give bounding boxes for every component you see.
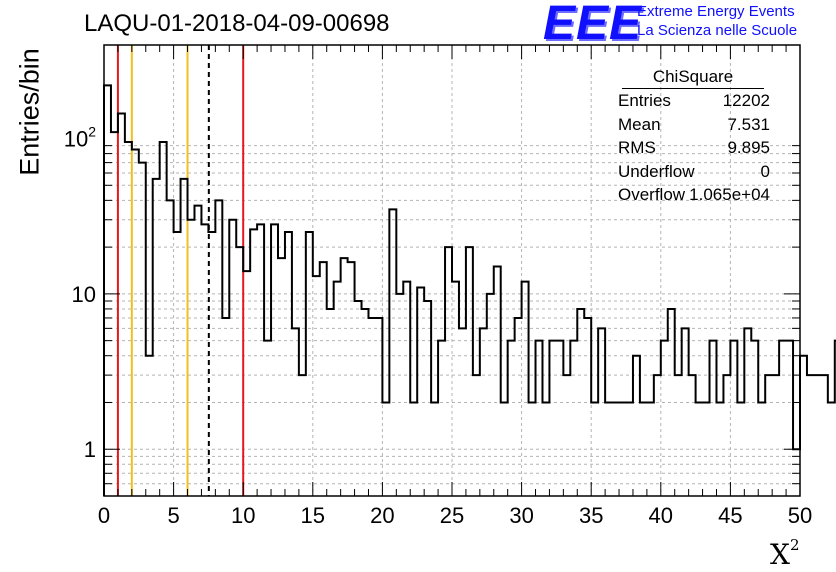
stats-label: RMS [618, 138, 656, 157]
x-axis-label-text: X [770, 538, 790, 571]
x-axis-label: X2 [770, 536, 799, 571]
x-tick-label: 10 [231, 503, 255, 528]
x-tick-label: 15 [301, 503, 325, 528]
stats-value: 7.531 [727, 114, 770, 134]
stats-value: 9.895 [727, 138, 770, 157]
stats-title: ChiSquare [652, 67, 734, 86]
y-tick-label: 102 [64, 124, 96, 152]
x-tick-label: 20 [370, 503, 394, 528]
stats-value: 12202 [722, 91, 770, 110]
reference-lines [116, 45, 245, 496]
histogram-line [103, 84, 836, 496]
x-tick-label: 25 [440, 503, 464, 528]
stats-label: Underflow [618, 161, 695, 181]
stats-box: ChiSquare Entries 12202 Mean 7.531 RMS 9.89… [614, 66, 772, 207]
stats-row: RMS 9.895 [614, 136, 772, 160]
tick-labels: 0 5 10 15 20 25 30 35 40 45 50 1 10 102 [64, 124, 813, 528]
stats-row: Underflow 0 [614, 160, 772, 184]
x-tick-label: 50 [788, 503, 812, 528]
logo-line-2: La Scienza nelle Scuole [637, 22, 798, 39]
chart-title: LAQU-01-2018-04-09-00698 [84, 10, 390, 37]
logo-line-1: Extreme Energy Events [637, 3, 795, 20]
y-tick-label: 10 [72, 282, 96, 307]
axis-ticks [103, 45, 801, 497]
stats-value: 1.065e+04 [689, 185, 770, 204]
x-tick-label: 40 [649, 503, 673, 528]
eee-logo: EEE [543, 0, 643, 50]
x-tick-label: 45 [718, 503, 742, 528]
stats-label: Overflow [618, 185, 686, 204]
stats-row: Overflow 1.065e+04 [614, 183, 772, 207]
y-tick-label: 1 [84, 437, 96, 462]
stats-value: 0 [760, 161, 770, 181]
x-tick-label: 5 [167, 503, 179, 528]
stats-label: Mean [618, 114, 661, 134]
x-tick-label: 30 [509, 503, 533, 528]
stats-divider [622, 88, 764, 89]
stats-row: Entries 12202 [614, 89, 772, 113]
stats-label: Entries [618, 91, 671, 110]
x-tick-label: 0 [98, 503, 110, 528]
stats-row: Mean 7.531 [614, 113, 772, 137]
x-axis-label-superscript: 2 [789, 536, 800, 554]
x-tick-label: 35 [579, 503, 603, 528]
